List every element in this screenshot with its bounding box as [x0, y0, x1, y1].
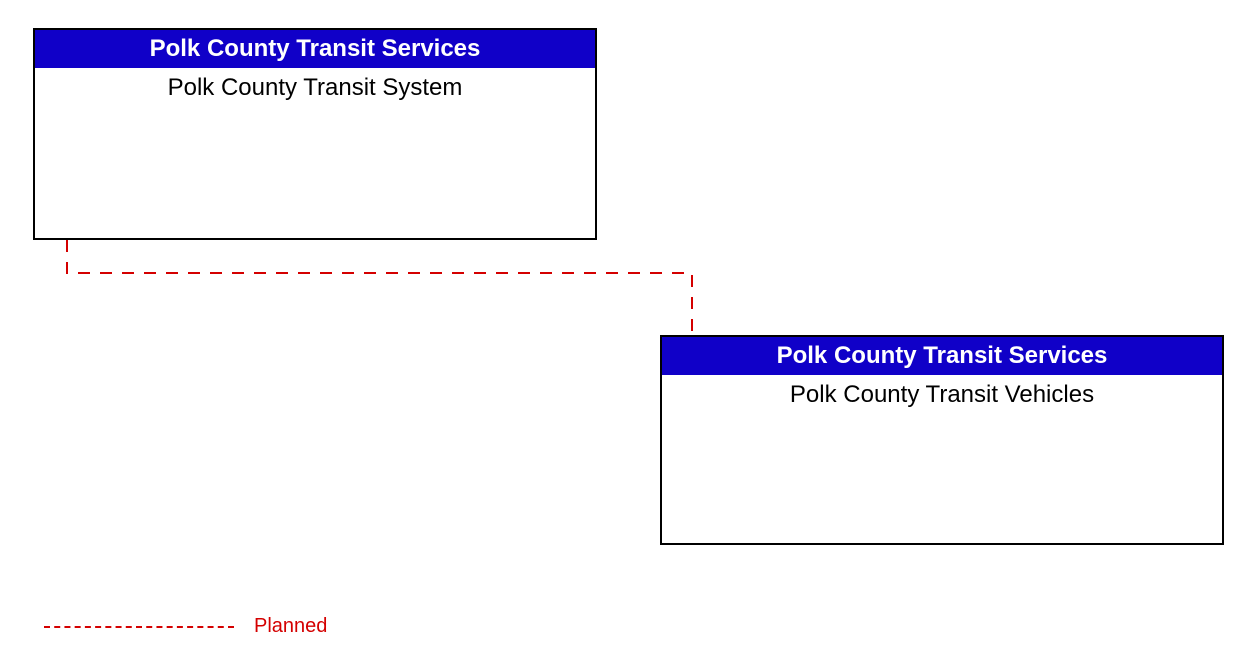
node-transit-system[interactable]: Polk County Transit Services Polk County… [33, 28, 597, 240]
node-transit-system-body: Polk County Transit System [35, 68, 595, 102]
node-transit-system-header: Polk County Transit Services [35, 30, 595, 68]
node-transit-vehicles-header: Polk County Transit Services [662, 337, 1222, 375]
legend-line-planned [44, 626, 234, 628]
edge-system-to-vehicles [67, 240, 692, 335]
legend-planned: Planned [44, 615, 327, 638]
node-transit-vehicles-body: Polk County Transit Vehicles [662, 375, 1222, 409]
legend-label-planned: Planned [254, 615, 327, 638]
node-transit-vehicles[interactable]: Polk County Transit Services Polk County… [660, 335, 1224, 545]
